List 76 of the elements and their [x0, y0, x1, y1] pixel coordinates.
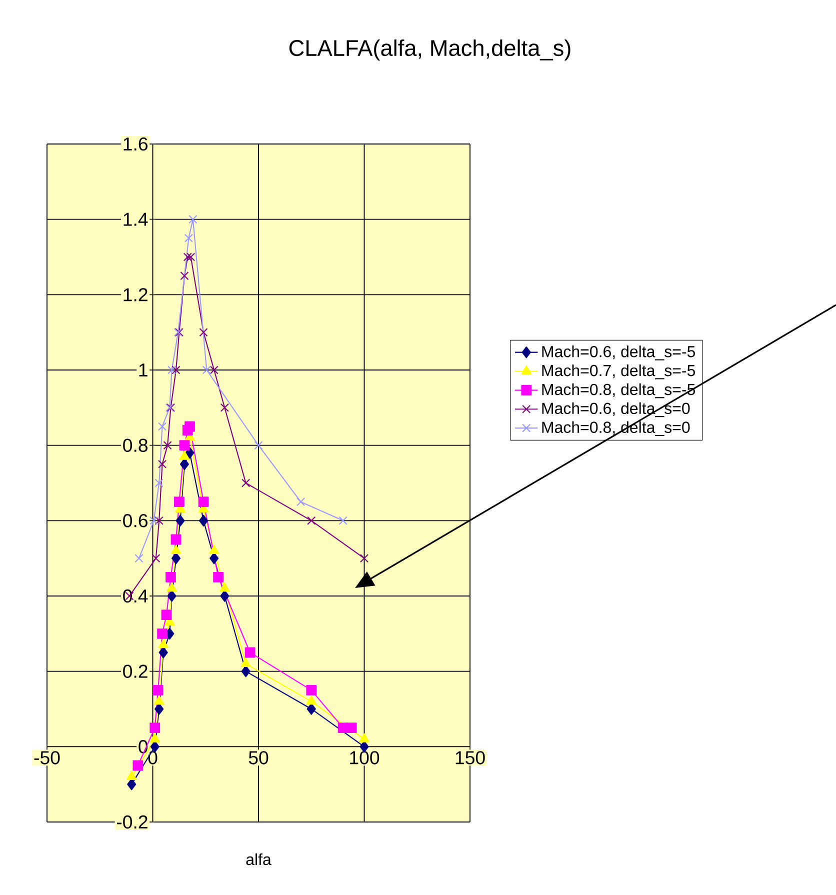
- point: [161, 610, 172, 620]
- point: [186, 252, 196, 262]
- point: [183, 252, 192, 262]
- x-tick-label: 50: [248, 751, 268, 764]
- point: [154, 516, 164, 525]
- point: [157, 628, 168, 639]
- point: [199, 328, 208, 337]
- point: [180, 272, 189, 280]
- point: [158, 639, 168, 648]
- point: [220, 582, 230, 592]
- point: [198, 514, 208, 527]
- point: [180, 458, 190, 470]
- point: [166, 582, 177, 592]
- x-axis-title: alfa: [246, 853, 272, 866]
- point: [346, 722, 357, 734]
- point: [150, 516, 158, 525]
- point: [167, 366, 176, 374]
- point: [150, 722, 160, 734]
- point: [126, 770, 137, 780]
- point: [172, 366, 180, 374]
- point: [154, 478, 164, 488]
- point: [296, 498, 306, 506]
- point: [170, 544, 182, 554]
- x-tick-label: 100: [350, 751, 380, 764]
- point: [198, 496, 209, 508]
- legend-label: Mach=0.7, delta_s=-5: [542, 364, 696, 380]
- point: [166, 572, 176, 582]
- x-tick-label: 150: [456, 751, 485, 764]
- point: [179, 440, 190, 451]
- point: [220, 403, 229, 412]
- point: [306, 703, 316, 715]
- chart-title: CLALFA(alfa, Mach,delta_s): [289, 39, 570, 61]
- point: [158, 422, 167, 431]
- point: [152, 554, 160, 563]
- point: [163, 441, 172, 450]
- point: [359, 733, 370, 742]
- point: [213, 572, 224, 582]
- point: [240, 658, 251, 667]
- y-tick-label: 1.6: [124, 137, 148, 151]
- point: [338, 516, 348, 525]
- y-tick-label: 1: [139, 364, 148, 376]
- point: [176, 514, 185, 527]
- point: [184, 421, 195, 432]
- y-tick-label: 0.2: [123, 664, 148, 678]
- point: [154, 703, 164, 715]
- point: [220, 590, 230, 602]
- point: [188, 215, 198, 224]
- point: [306, 696, 317, 705]
- point: [254, 441, 263, 450]
- point: [167, 590, 176, 602]
- legend-label: Mach=0.6, delta_s=-5: [542, 346, 696, 360]
- point: [158, 460, 167, 468]
- y-tick-label: 1.4: [124, 212, 148, 226]
- point: [242, 478, 250, 488]
- point: [307, 516, 316, 525]
- y-tick-label: 0.8: [123, 438, 148, 452]
- point: [154, 696, 164, 705]
- point: [202, 366, 211, 374]
- point: [184, 234, 194, 242]
- point: [132, 760, 144, 771]
- point: [134, 554, 144, 563]
- point: [174, 496, 184, 508]
- point: [150, 733, 160, 742]
- x-tick-label: -50: [34, 751, 60, 764]
- point: [306, 684, 317, 696]
- point: [158, 646, 168, 658]
- point: [210, 366, 218, 374]
- point: [152, 684, 164, 696]
- point: [360, 554, 369, 563]
- y-tick-label: 0.6: [123, 514, 148, 528]
- y-tick-label: -0.2: [116, 815, 148, 829]
- point: [170, 534, 182, 545]
- y-tick-label: 1.2: [124, 288, 148, 302]
- point: [244, 647, 256, 658]
- point: [208, 544, 220, 554]
- point: [179, 450, 190, 460]
